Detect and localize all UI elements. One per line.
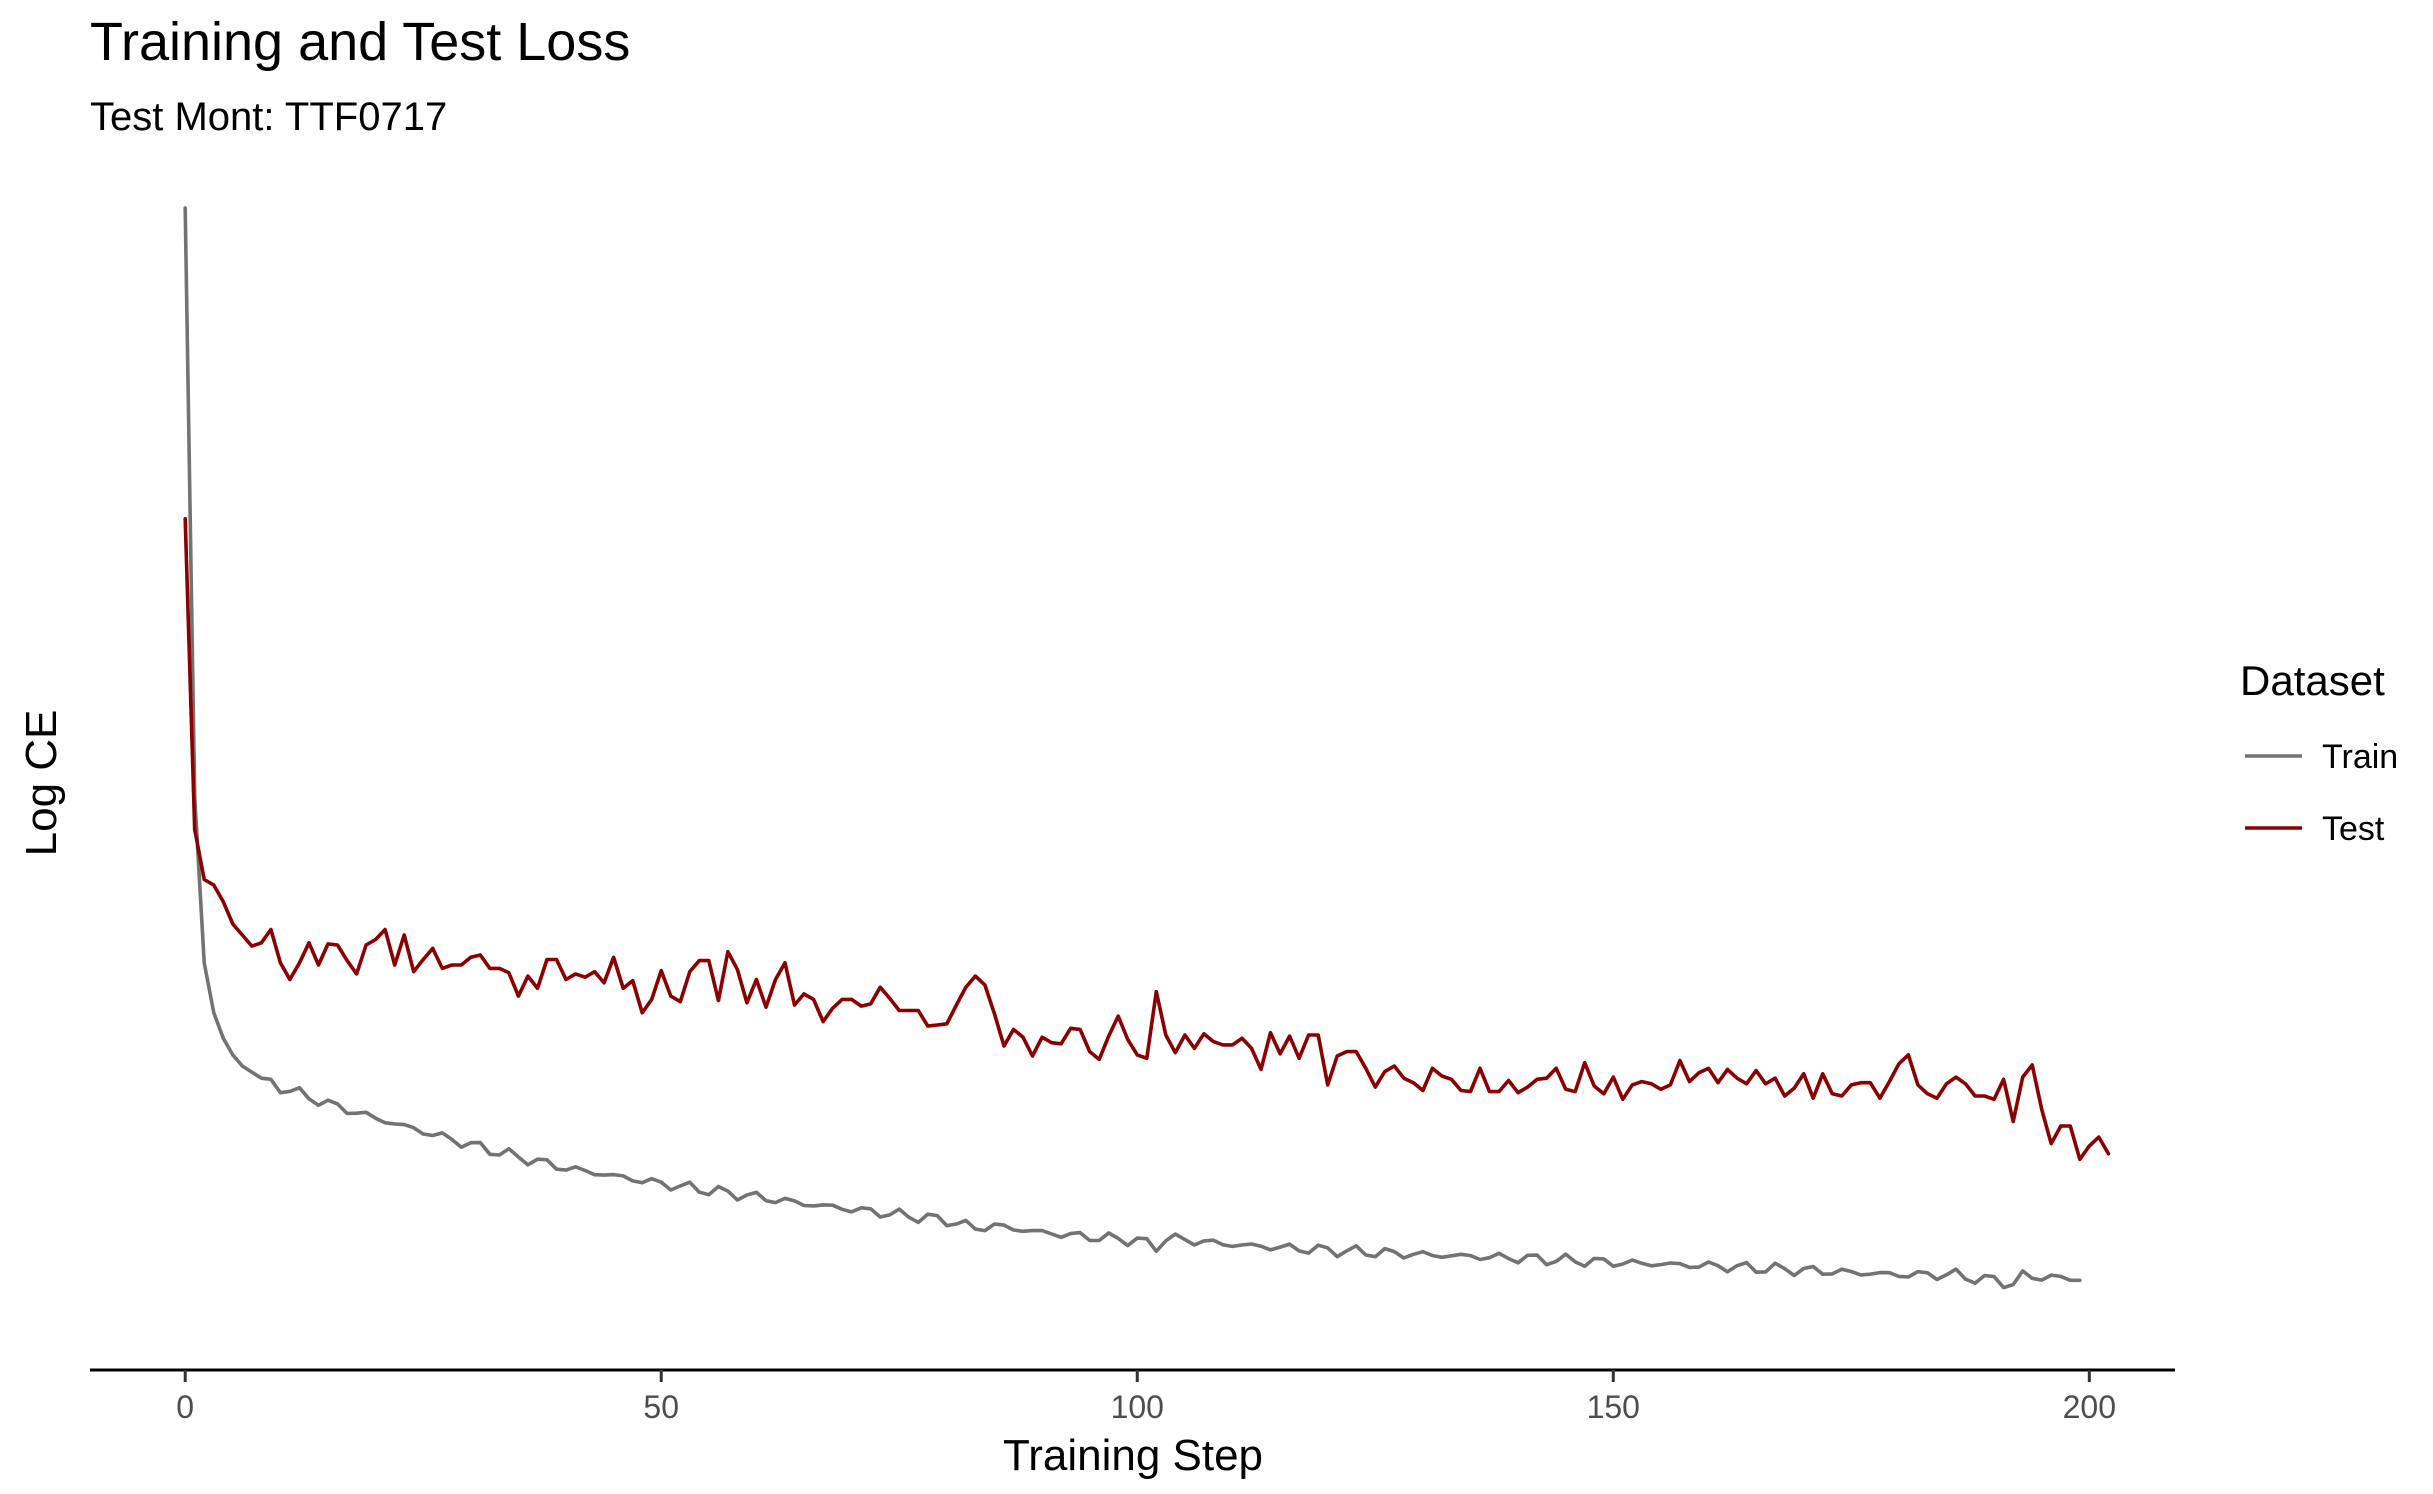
series-line-train [183, 206, 2082, 1290]
legend-label-train: Train [2322, 738, 2398, 776]
x-axis-label: Training Step [1003, 1431, 1263, 1480]
x-tick-label: 100 [1111, 1389, 1164, 1425]
legend-title: Dataset [2240, 657, 2385, 704]
series-line-test [183, 517, 2111, 1162]
legend-label-test: Test [2322, 810, 2385, 848]
x-tick-label: 200 [2063, 1389, 2116, 1425]
x-tick-label: 0 [176, 1389, 194, 1425]
x-tick-label: 150 [1587, 1389, 1640, 1425]
legend: Dataset Train Test [2240, 657, 2398, 848]
chart-title: Training and Test Loss [90, 12, 630, 72]
series-layer [183, 206, 2111, 1290]
x-axis-ticks: 0 50 100 150 200 [176, 1370, 2116, 1425]
chart-subtitle: Test Mont: TTF0717 [90, 95, 447, 139]
x-tick-label: 50 [643, 1389, 679, 1425]
plot-area: 0 50 100 150 200 [90, 206, 2175, 1425]
y-axis-label: Log CE [17, 710, 66, 857]
legend-items: Train Test [2245, 738, 2398, 848]
